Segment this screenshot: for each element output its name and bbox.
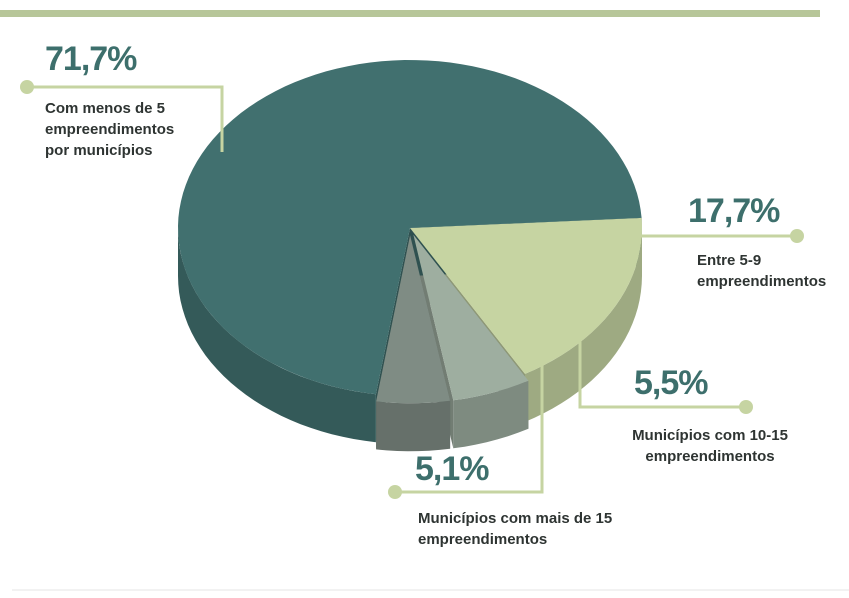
value-label: 71,7%: [45, 40, 137, 78]
slice-side: [453, 380, 529, 449]
leader-line: [27, 85, 224, 152]
category-label: Com menos de 5 empreendimentos por munic…: [45, 100, 175, 159]
slice-side: [178, 228, 376, 443]
value-label: 17,7%: [688, 192, 780, 230]
leader-dot: [790, 229, 804, 243]
slice: [376, 235, 451, 404]
leader-line: [395, 340, 544, 494]
leader-dot: [20, 80, 34, 94]
slice: [413, 234, 529, 401]
value-label: 5,5%: [634, 364, 708, 402]
leader-dot: [388, 485, 402, 499]
leader-dot: [739, 400, 753, 414]
pie: [178, 60, 642, 452]
slice: [410, 217, 642, 374]
leader-lines: [27, 85, 797, 494]
leader-line: [578, 335, 746, 409]
category-label: Municípios com 10-15 empreendimentos: [632, 427, 788, 465]
slice: [178, 60, 642, 395]
category-label: Municípios com mais de 15 empreendimento…: [418, 510, 613, 548]
slice-side: [525, 228, 642, 422]
slice-side: [376, 400, 451, 452]
value-label: 5,1%: [415, 450, 489, 488]
leader-dots: [20, 80, 804, 499]
top-bar: [0, 10, 820, 17]
category-label: Entre 5-9 empreendimentos: [697, 252, 827, 290]
